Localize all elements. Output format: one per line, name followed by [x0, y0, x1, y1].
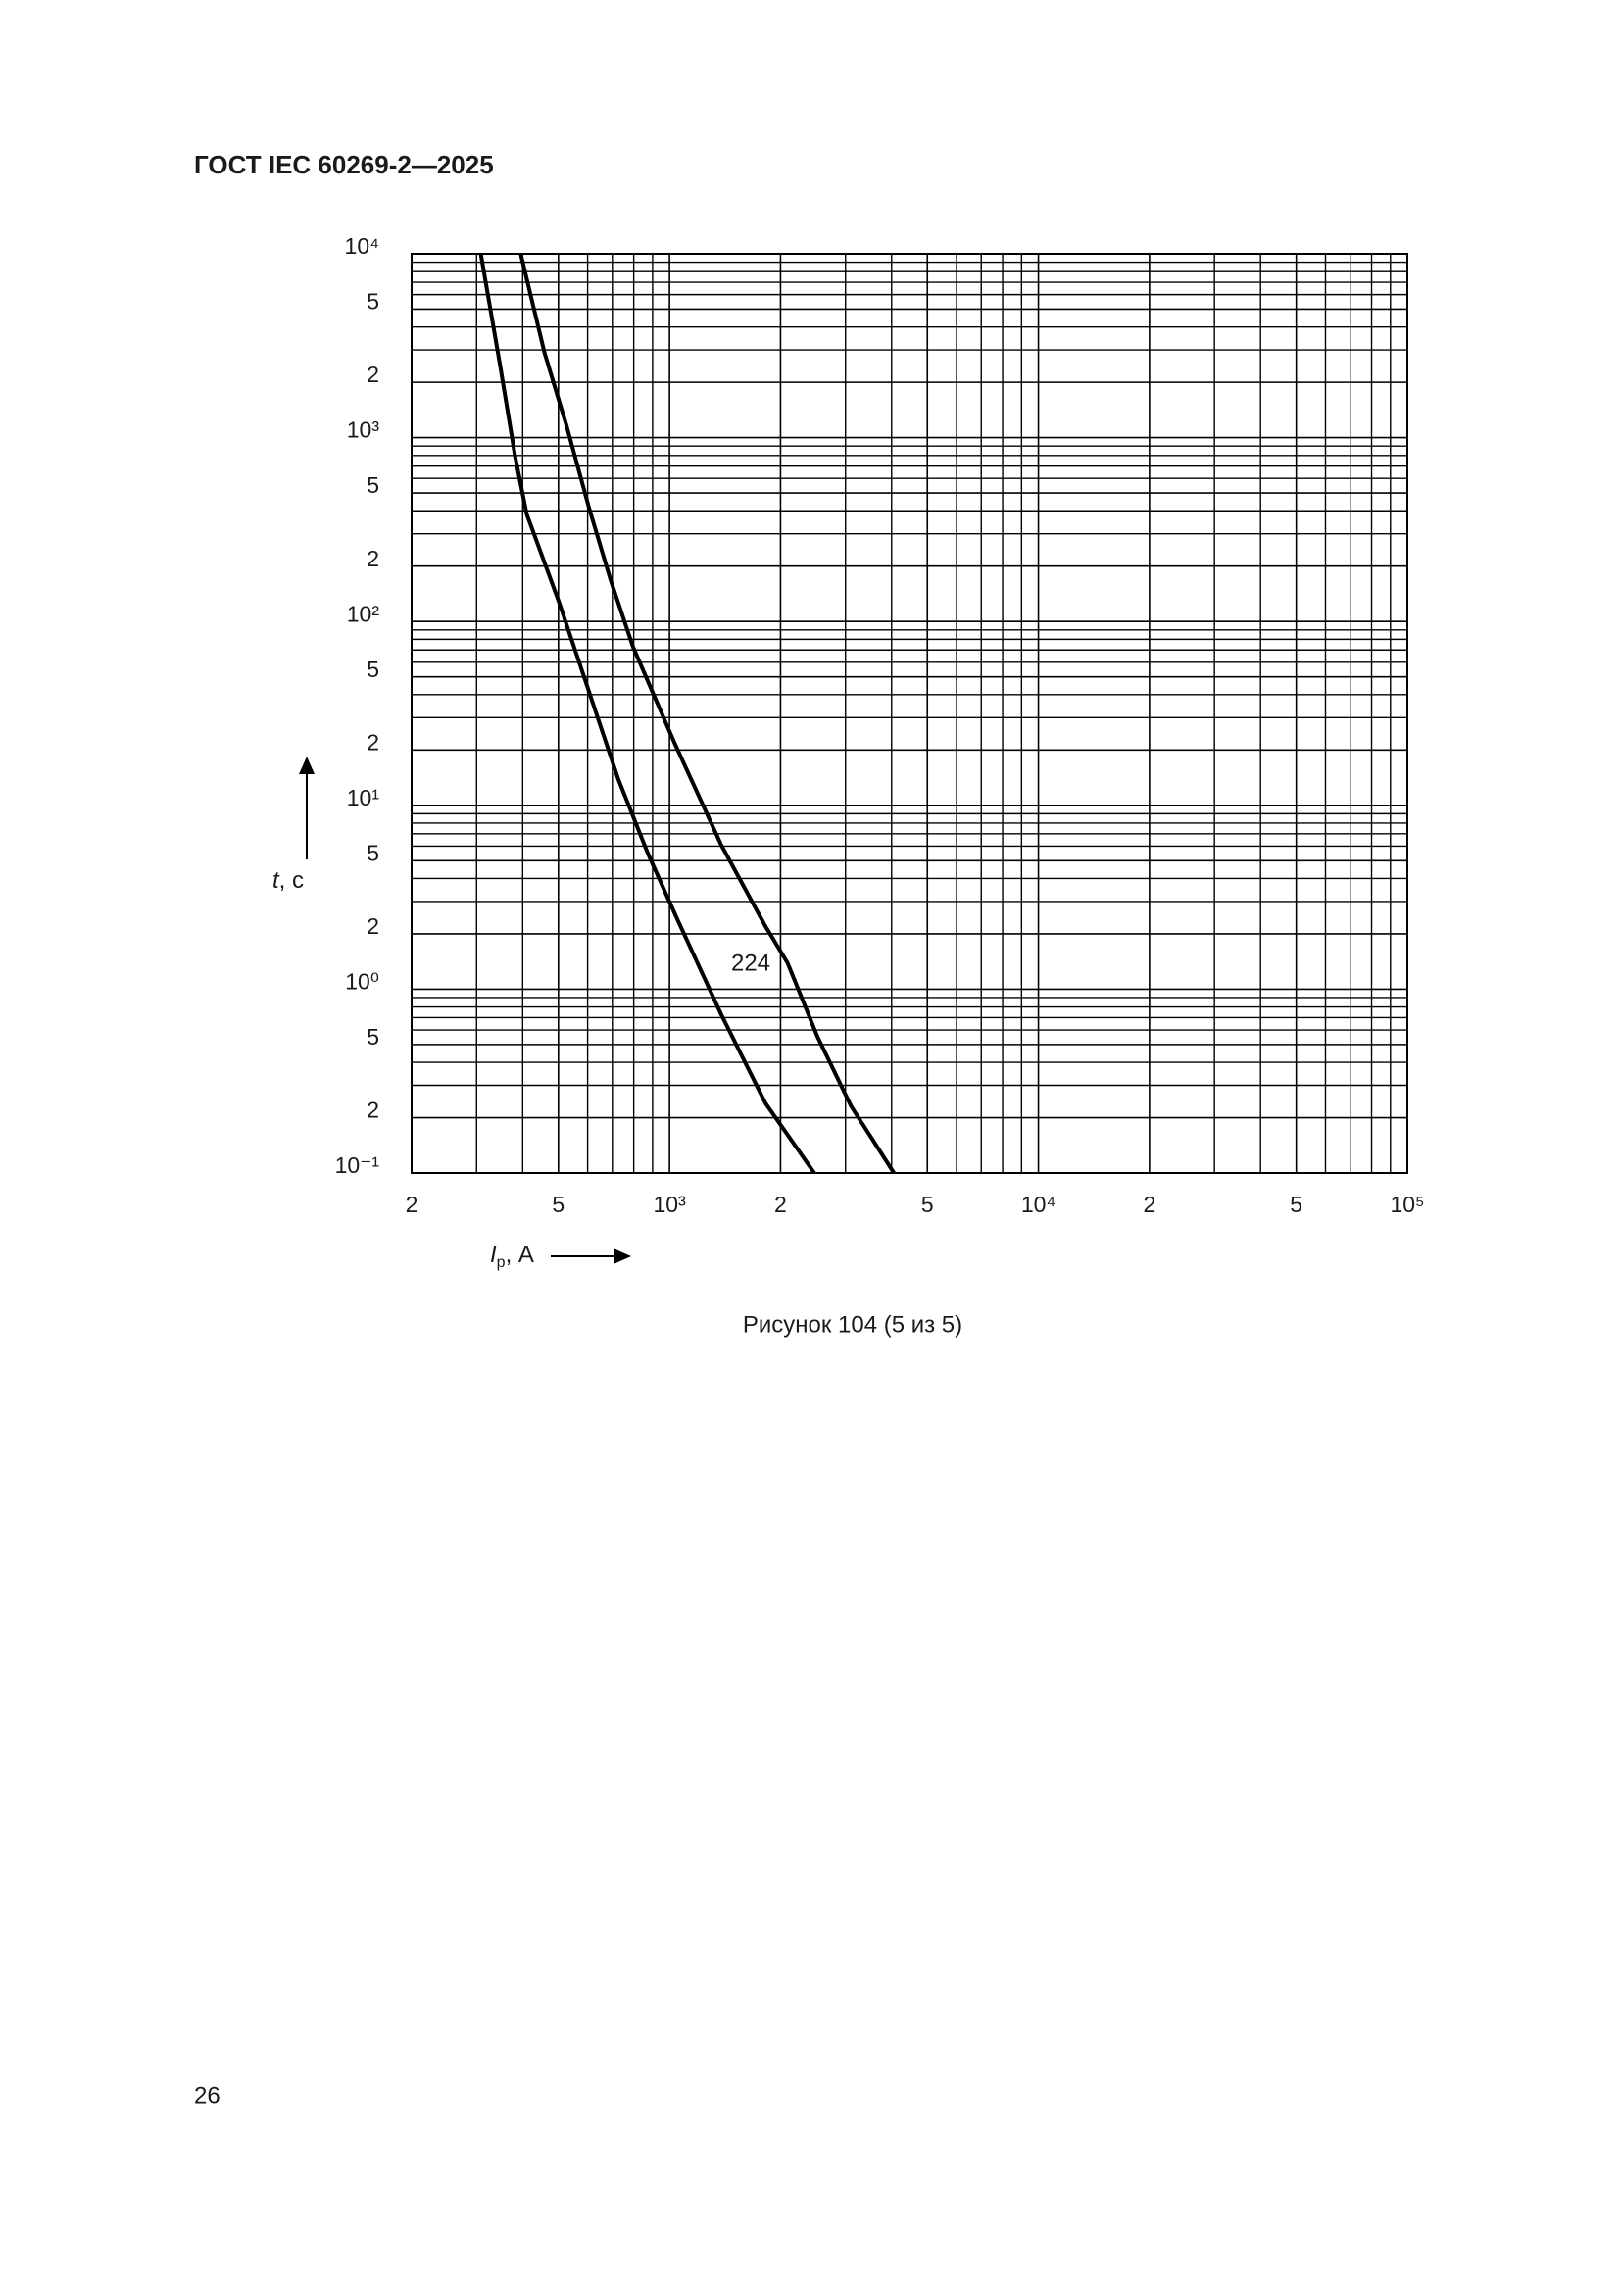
- x-axis-subscript: р: [497, 1254, 506, 1271]
- x-tick-label: 2: [406, 1192, 418, 1217]
- y-tick-label: 2: [367, 1098, 379, 1123]
- x-tick-label: 5: [1290, 1192, 1302, 1217]
- y-tick-label: 2: [367, 913, 379, 939]
- x-tick-label: 2: [1143, 1192, 1155, 1217]
- y-axis-label: t, с: [272, 867, 304, 894]
- curve: [478, 253, 816, 1175]
- y-tick-label: 10⁰: [345, 968, 379, 994]
- y-axis-unit: , с: [279, 867, 304, 894]
- x-axis-label: Iр, А: [490, 1242, 534, 1271]
- x-tick-label: 5: [921, 1192, 934, 1217]
- x-tick-label: 10⁵: [1390, 1192, 1424, 1217]
- y-tick-label: 2: [367, 729, 379, 755]
- curve-label: 224: [731, 950, 770, 976]
- y-tick-label: 10¹: [347, 785, 380, 810]
- y-tick-label: 5: [367, 289, 379, 315]
- y-tick-label: 2: [367, 362, 379, 387]
- plot-frame: [411, 253, 1408, 1174]
- y-tick-label: 5: [367, 472, 379, 498]
- x-tick-label: 5: [552, 1192, 565, 1217]
- chart: 2 5 10³ 2 5 10⁴ 2 5 10⁵ 10⁻¹ 2 5 10⁰ 2 5 10¹ 2 5 10² 2 5 10³ 2…: [335, 233, 1425, 1217]
- page-number: 26: [194, 2082, 221, 2109]
- y-tick-label: 5: [367, 840, 379, 865]
- y-tick-label: 10⁻¹: [335, 1152, 380, 1178]
- x-axis-symbol: I: [490, 1242, 497, 1268]
- y-tick-label: 5: [367, 1024, 379, 1050]
- y-tick-label: 10³: [347, 417, 380, 443]
- y-tick-label: 10⁴: [345, 233, 379, 259]
- y-tick-label: 5: [367, 657, 379, 682]
- header-title: ГОСТ IEC 60269-2—2025: [194, 150, 494, 179]
- x-tick-label: 2: [774, 1192, 787, 1217]
- figure-caption: Рисунок 104 (5 из 5): [743, 1311, 962, 1338]
- x-tick-label: 10⁴: [1021, 1192, 1055, 1217]
- y-tick-label: 10²: [347, 601, 380, 626]
- curve: [518, 253, 896, 1175]
- x-tick-label: 10³: [653, 1192, 686, 1217]
- y-axis-symbol: t: [272, 867, 280, 894]
- y-tick-label: 2: [367, 546, 379, 571]
- x-axis-unit: , А: [506, 1242, 534, 1268]
